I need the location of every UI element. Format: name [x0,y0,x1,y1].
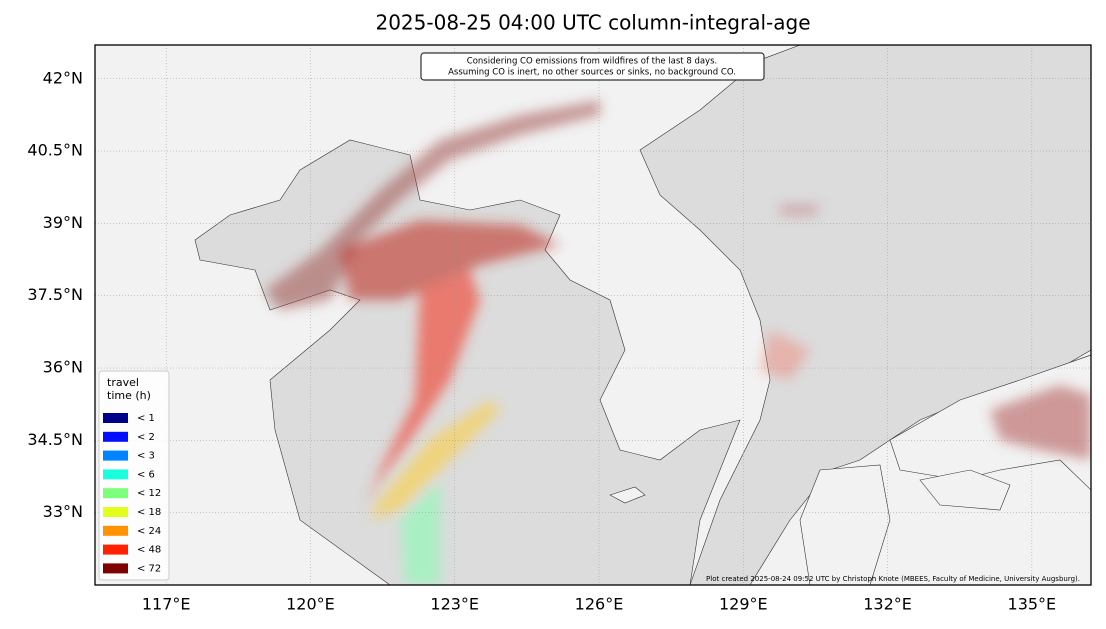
kyushu [799,464,891,585]
legend-label: < 72 [137,563,161,574]
y-tick-label: 36°N [43,358,83,377]
jeju [609,486,646,504]
legend-swatch [103,469,128,480]
legend-title: travel [107,376,139,389]
x-tick-label: 132°E [863,595,912,614]
legend-label: < 48 [137,545,161,556]
x-tick-label: 135°E [1008,595,1057,614]
legend-swatch [103,488,128,499]
plume [265,100,1091,585]
x-tick-label: 129°E [719,595,768,614]
legend-swatch [103,525,128,536]
annotation-box: Considering CO emissions from wildfires … [420,52,765,81]
y-tick-label: 39°N [43,213,83,232]
annotation-line: Considering CO emissions from wildfires … [467,57,717,67]
map-area: Considering CO emissions from wildfires … [95,45,1091,585]
y-tick-label: 37.5°N [27,285,83,304]
credit: Plot created 2025-08-24 09:52 UTC by Chr… [706,575,1080,583]
honshu [889,354,1091,491]
y-tick-label: 42°N [43,68,83,87]
legend-label: < 1 [137,413,155,424]
legend-swatch [103,450,128,461]
legend-label: < 12 [137,488,161,499]
legend-label: < 6 [137,469,155,480]
x-tick-label: 123°E [430,595,479,614]
x-tick-label: 117°E [142,595,191,614]
legend-swatch [103,544,128,555]
annotation-frame [420,52,765,81]
x-tick-label: 120°E [286,595,335,614]
shikoku [919,469,1011,511]
legend-label: < 18 [137,507,161,518]
frame [94,44,1092,586]
y-tick-label: 34.5°N [27,430,83,449]
map-title: 2025-08-25 04:00 UTC column-integral-age [375,11,810,35]
annotation-line: Assuming CO is inert, no other sources o… [448,68,736,78]
legend-label: < 2 [137,432,155,443]
legend-swatch [103,563,128,574]
legend-title: time (h) [107,389,151,402]
legend-swatch [103,507,128,517]
legend-label: < 3 [137,451,155,462]
legend-label: < 24 [137,526,161,537]
legend-swatch [103,431,128,442]
legend-swatch [103,413,128,423]
y-tick-label: 40.5°N [27,141,83,160]
x-tick-label: 126°E [575,595,624,614]
y-tick-label: 33°N [43,502,83,521]
